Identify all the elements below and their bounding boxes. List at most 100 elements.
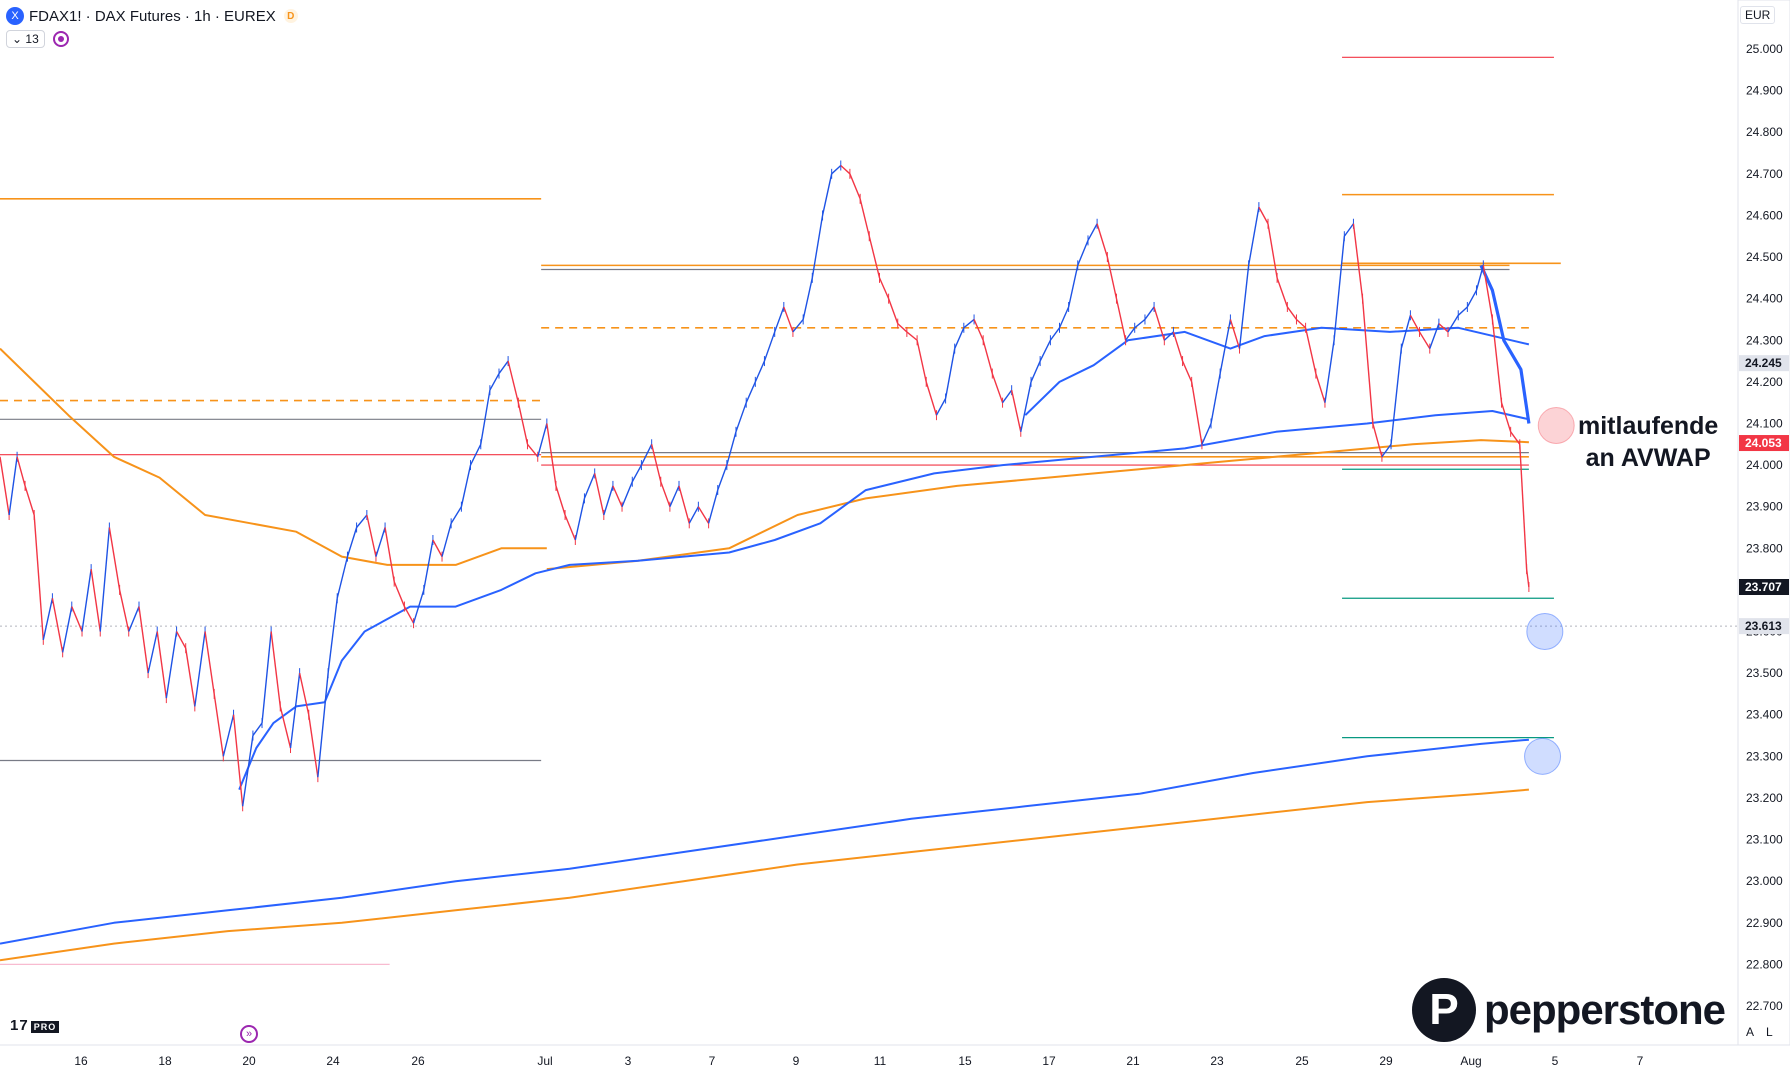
symbol-title[interactable]: FDAX1! · DAX Futures · 1h · EUREX — [29, 7, 276, 25]
x-tick-label-8: 9 — [793, 1054, 800, 1068]
price-segment-47 — [432, 539, 443, 557]
auto-scale-button[interactable]: A — [1746, 1025, 1755, 1039]
price-segment-89 — [831, 164, 842, 175]
indicator-bar: ⌄ 13 — [6, 30, 69, 48]
price-segment-147 — [1381, 443, 1392, 458]
price-segment-86 — [802, 277, 813, 320]
price-segment-139 — [1304, 327, 1317, 374]
price-segment-5 — [33, 514, 44, 640]
price-segment-142 — [1333, 236, 1346, 341]
y-tick-label-3: 24.700 — [1746, 167, 1783, 181]
tradingview-logo[interactable]: 17 PRO — [10, 1017, 60, 1034]
log-scale-button[interactable]: L — [1766, 1025, 1773, 1039]
price-segment-95 — [887, 298, 899, 324]
price-segment-162 — [1519, 444, 1528, 570]
marker-circle-1 — [1526, 613, 1564, 651]
price-segment-77 — [717, 464, 728, 491]
price-segment-32 — [289, 673, 301, 749]
price-segment-19 — [165, 631, 178, 699]
price-segment-39 — [356, 514, 368, 528]
price-segment-108 — [1010, 390, 1022, 432]
delay-badge[interactable]: D — [283, 9, 298, 23]
x-tick-label-16: Aug — [1460, 1054, 1481, 1068]
y-tick-label-21: 22.900 — [1746, 916, 1783, 930]
price-segment-71 — [660, 481, 671, 507]
y-tick-label-12: 23.800 — [1746, 541, 1783, 555]
symbol-icon[interactable]: X — [6, 7, 24, 25]
indicators-toggle-button[interactable]: ⌄ 13 — [6, 30, 45, 48]
price-segment-30 — [270, 631, 281, 707]
price-segment-104 — [973, 319, 984, 341]
price-segment-37 — [336, 556, 349, 599]
price-segment-15 — [128, 606, 140, 632]
price-label-2: 23.707 — [1745, 580, 1782, 594]
y-tick-label-1: 24.900 — [1746, 84, 1783, 98]
price-segment-36 — [327, 598, 338, 674]
price-segment-159 — [1491, 319, 1503, 403]
x-tick-label-6: 3 — [625, 1054, 632, 1068]
price-segment-75 — [697, 506, 710, 524]
price-segment-61 — [564, 514, 576, 541]
pepperstone-logo: P pepperstone — [1412, 978, 1726, 1042]
price-segment-107 — [1001, 389, 1013, 404]
price-segment-81 — [754, 360, 766, 383]
price-segment-65 — [603, 485, 614, 516]
price-segment-73 — [678, 485, 690, 524]
marker-circle-2 — [1524, 737, 1562, 775]
price-segment-113 — [1058, 306, 1070, 329]
y-tick-label-23: 22.700 — [1746, 999, 1783, 1013]
x-tick-label-3: 24 — [326, 1054, 340, 1068]
currency-button[interactable]: EUR — [1740, 6, 1776, 24]
price-segment-101 — [944, 348, 956, 399]
avwap-series-0 — [546, 439, 1529, 571]
tv-logo-mark: 17 — [10, 1017, 29, 1034]
price-segment-14 — [118, 589, 130, 632]
annotation-line-1: mitlaufende — [1578, 412, 1719, 440]
price-segment-145 — [1361, 298, 1374, 424]
price-segment-140 — [1315, 373, 1326, 403]
y-tick-label-16: 23.400 — [1746, 708, 1783, 722]
price-segment-123 — [1153, 306, 1165, 341]
price-segment-43 — [393, 581, 406, 607]
price-segment-146 — [1372, 423, 1383, 457]
price-segment-40 — [366, 514, 377, 557]
price-segment-156 — [1466, 289, 1478, 308]
price-segment-125 — [1172, 331, 1184, 362]
sync-icon[interactable] — [52, 31, 69, 47]
price-label-bg-1 — [1739, 435, 1789, 452]
price-segment-133 — [1247, 206, 1260, 266]
price-segment-26 — [232, 714, 244, 807]
price-segment-11 — [90, 569, 101, 632]
price-segment-157 — [1475, 265, 1484, 291]
price-segment-110 — [1030, 360, 1041, 383]
price-segment-116 — [1087, 223, 1098, 241]
price-segment-130 — [1219, 319, 1232, 374]
price-segment-97 — [906, 331, 918, 341]
price-segment-144 — [1352, 223, 1364, 299]
price-segment-67 — [621, 481, 633, 507]
y-tick-label-6: 24.400 — [1746, 292, 1783, 306]
x-tick-label-0: 16 — [74, 1054, 88, 1068]
y-tick-label-7: 24.300 — [1746, 333, 1783, 347]
price-segment-69 — [640, 443, 653, 466]
price-segment-23 — [204, 631, 215, 695]
price-segment-115 — [1077, 240, 1089, 266]
price-segment-120 — [1125, 327, 1136, 341]
price-segment-3 — [16, 456, 26, 487]
price-segment-22 — [194, 631, 206, 707]
marker-circle-0 — [1537, 407, 1575, 445]
price-segment-99 — [925, 381, 938, 416]
price-segment-34 — [308, 714, 319, 778]
y-tick-label-15: 23.500 — [1746, 666, 1783, 680]
price-segment-49 — [450, 506, 462, 524]
go-to-realtime-icon[interactable]: » — [240, 1025, 258, 1043]
price-segment-126 — [1181, 360, 1193, 383]
price-label-1: 24.053 — [1745, 436, 1782, 450]
y-tick-label-2: 24.800 — [1746, 125, 1783, 139]
price-segment-78 — [726, 431, 737, 466]
indicator-count: 13 — [25, 32, 39, 46]
x-tick-label-9: 11 — [874, 1054, 887, 1068]
y-tick-label-20: 23.000 — [1746, 874, 1783, 888]
price-segment-68 — [631, 464, 643, 483]
